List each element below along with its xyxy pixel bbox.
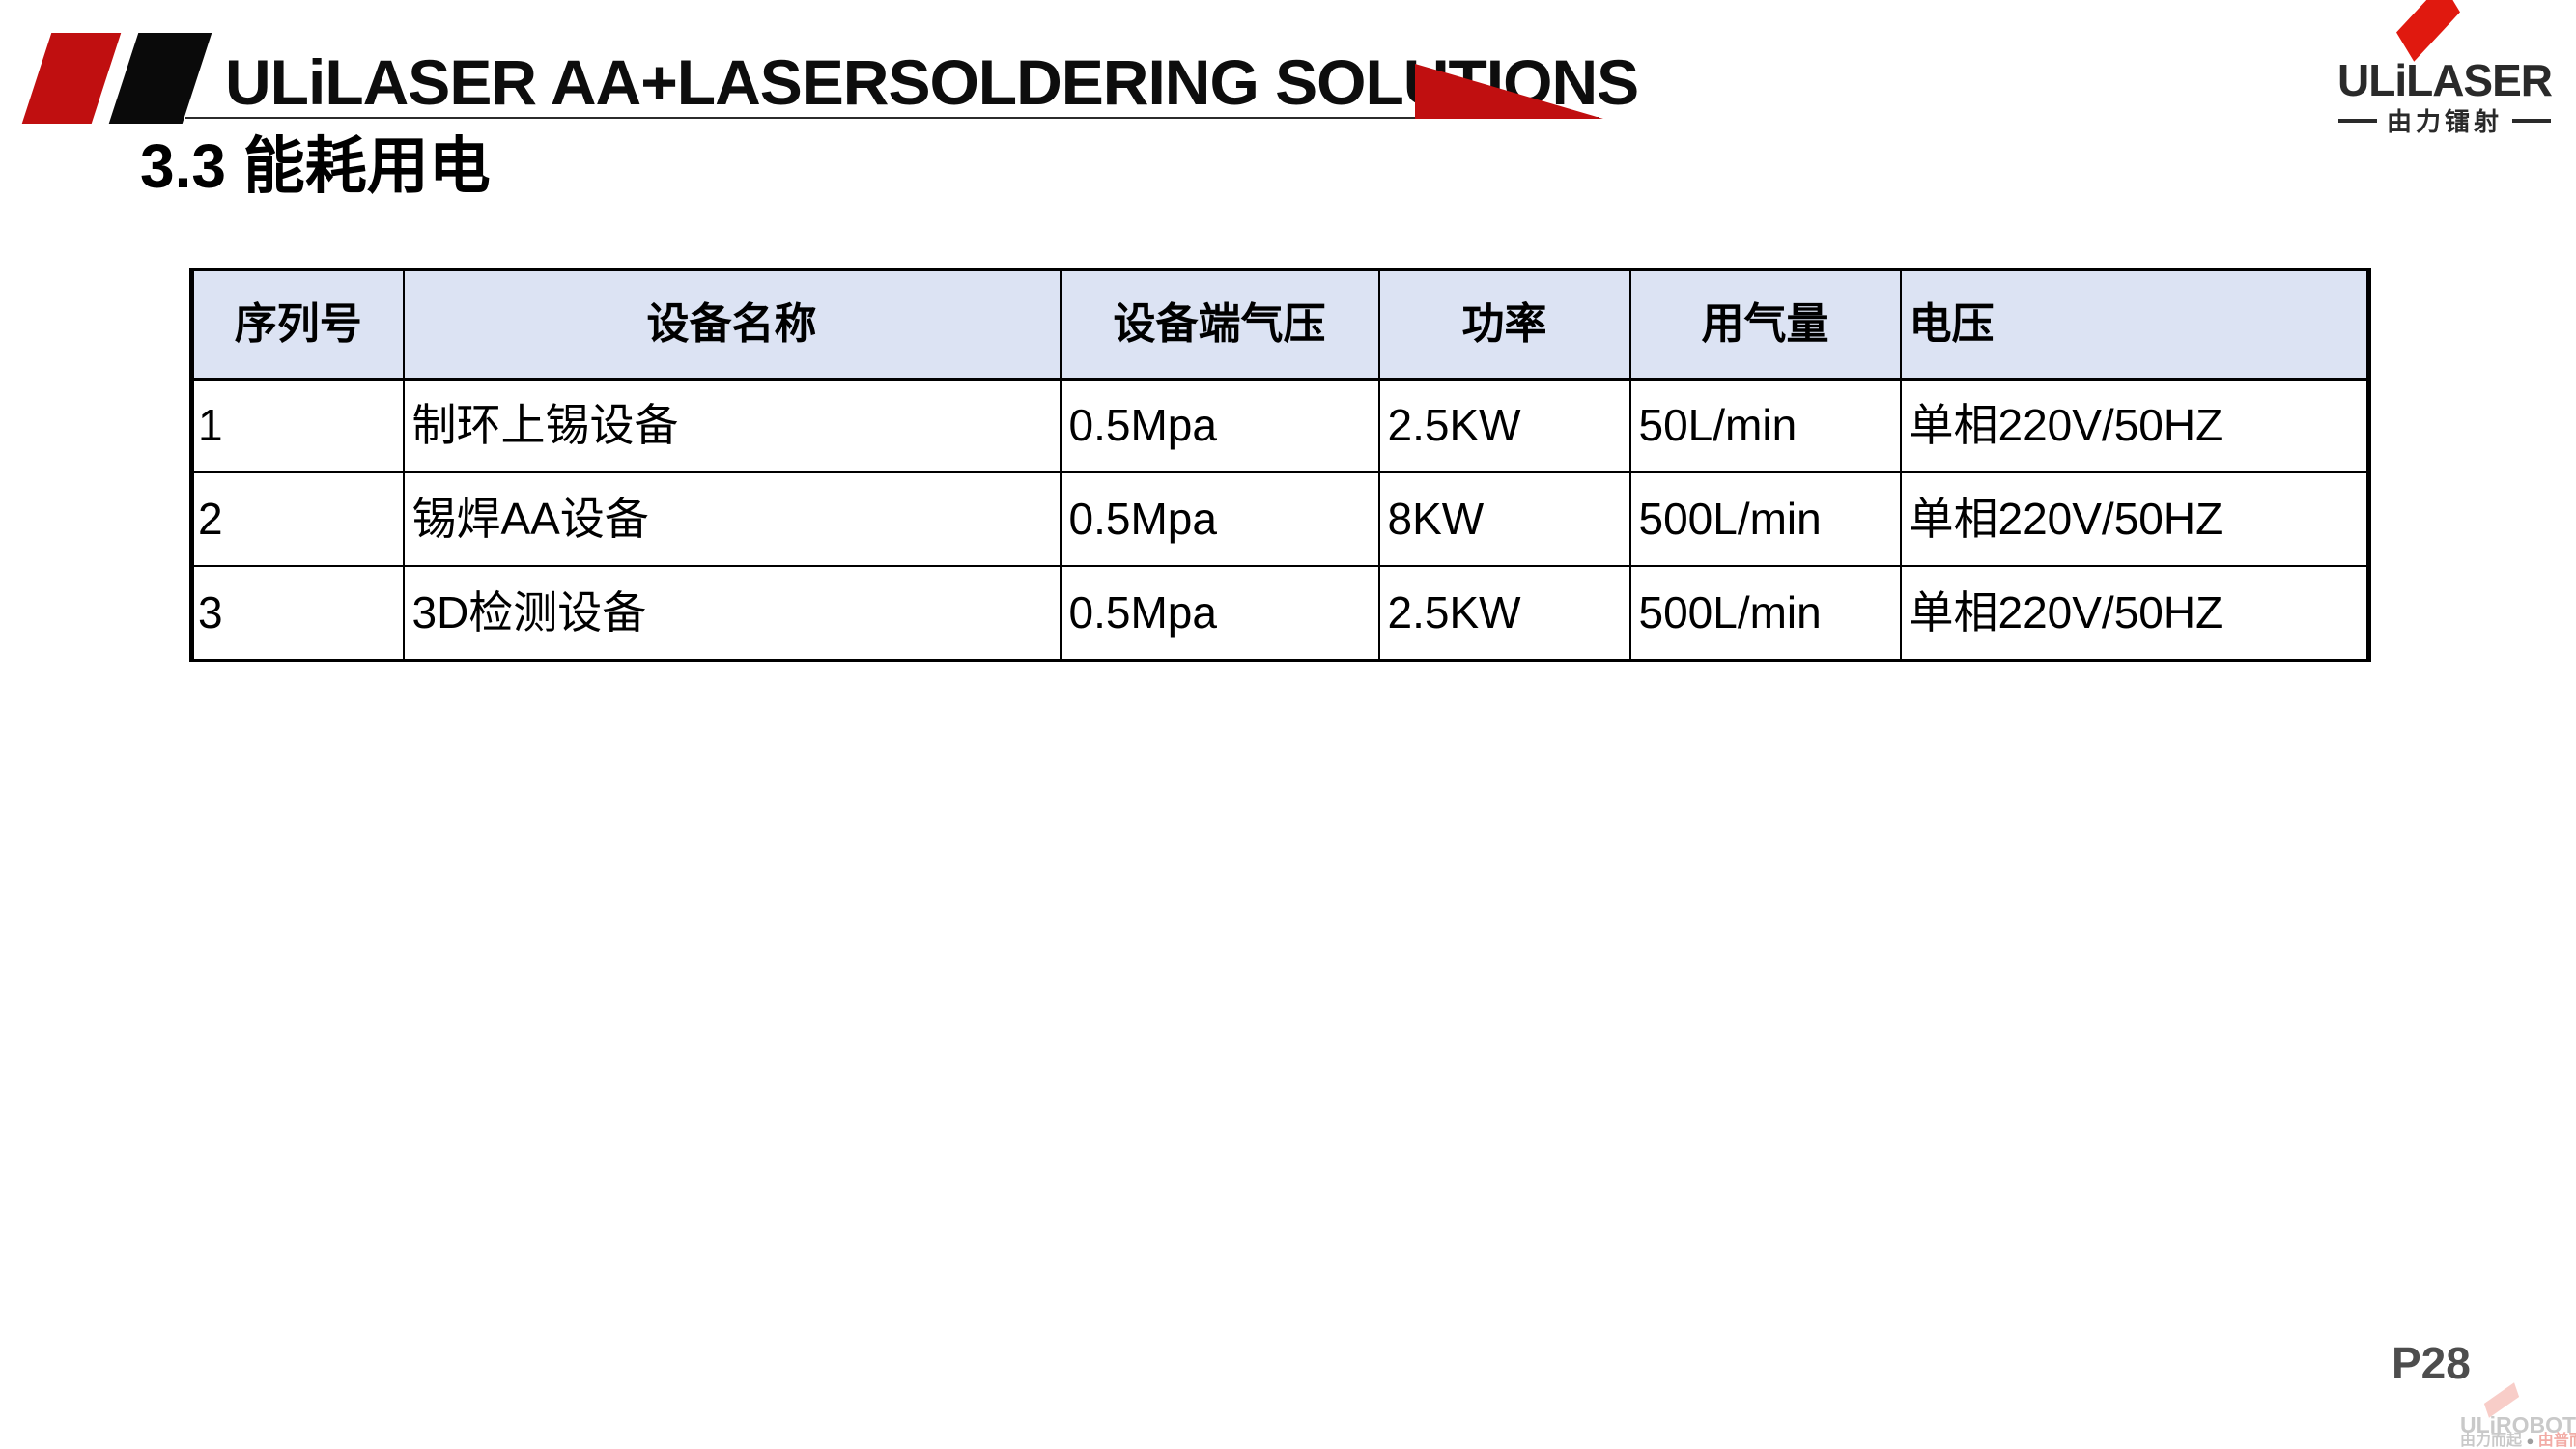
- watermark-tagline: 由力而起 ● 由普而达: [2460, 1434, 2576, 1449]
- logo-parallelogram-red-icon: [21, 33, 122, 124]
- cell-air-usage: 500L/min: [1628, 565, 1902, 661]
- table-row: 1 制环上锡设备 0.5Mpa 2.5KW 50L/min 单相220V/50H…: [190, 378, 2370, 473]
- cell-air-pressure: 0.5Mpa: [1059, 378, 1380, 473]
- brand-subline: 由力镭射: [2313, 102, 2576, 138]
- cell-air-pressure: 0.5Mpa: [1059, 565, 1380, 661]
- spec-table-container: 序列号 设备名称 设备端气压 功率 用气量 电压 1 制环上锡设备 0.5Mpa…: [189, 268, 2371, 662]
- watermark-tagline-right: 由普而达: [2537, 1433, 2576, 1449]
- table-row: 2 锡焊AA设备 0.5Mpa 8KW 500L/min 单相220V/50HZ: [190, 471, 2370, 567]
- cell-device-name: 制环上锡设备: [402, 378, 1062, 473]
- cell-device-name: 3D检测设备: [402, 565, 1062, 661]
- cell-voltage: 单相220V/50HZ: [1899, 471, 2370, 567]
- watermark-brand-name: ULiROBOTS®: [2460, 1412, 2576, 1436]
- brand-name: ULiLASER: [2337, 55, 2553, 105]
- cell-serial: 2: [190, 471, 405, 567]
- cell-air-usage: 500L/min: [1628, 471, 1902, 567]
- cell-air-pressure: 0.5Mpa: [1059, 471, 1380, 567]
- header-cell-voltage: 电压: [1899, 269, 2370, 381]
- watermark-tagline-left: 由力而起: [2460, 1433, 2523, 1449]
- section-title: 3.3 能耗用电: [140, 131, 491, 201]
- header-red-triangle-icon: [1415, 64, 1603, 119]
- page-number: P28: [2392, 1338, 2471, 1388]
- table-header-row: 序列号 设备名称 设备端气压 功率 用气量 电压: [190, 269, 2370, 381]
- header-cell-air-pressure: 设备端气压: [1059, 269, 1380, 381]
- cell-voltage: 单相220V/50HZ: [1899, 378, 2370, 473]
- cell-air-usage: 50L/min: [1628, 378, 1902, 473]
- header-cell-serial: 序列号: [190, 269, 405, 381]
- brand-logo: ULiLASER 由力镭射: [2313, 0, 2576, 138]
- brand-dash-right-icon: [2512, 118, 2551, 123]
- logo-parallelogram-black-icon: [108, 33, 212, 124]
- cell-device-name: 锡焊AA设备: [402, 471, 1062, 567]
- watermark-bullet-icon: ●: [2526, 1434, 2534, 1448]
- brand-dash-left-icon: [2337, 118, 2377, 123]
- brand-subtitle: 由力镭射: [2386, 107, 2503, 136]
- spec-table: 序列号 设备名称 设备端气压 功率 用气量 电压 1 制环上锡设备 0.5Mpa…: [189, 268, 2371, 662]
- table-row: 3 3D检测设备 0.5Mpa 2.5KW 500L/min 单相220V/50…: [190, 565, 2370, 661]
- header-cell-device-name: 设备名称: [402, 269, 1062, 381]
- brand-red-band-icon: [2396, 0, 2460, 62]
- slide-header-title: ULiLASER AA+LASERSOLDERING SOLUTIONS: [225, 46, 1639, 118]
- header-cell-power: 功率: [1377, 269, 1631, 381]
- cell-serial: 1: [190, 378, 405, 473]
- cell-power: 8KW: [1377, 471, 1631, 567]
- cell-power: 2.5KW: [1377, 565, 1631, 661]
- cell-voltage: 单相220V/50HZ: [1899, 565, 2370, 661]
- cell-power: 2.5KW: [1377, 378, 1631, 473]
- watermark-name-text: ULiROBOTS: [2460, 1412, 2576, 1437]
- header-divider-line: [185, 117, 1599, 119]
- header-cell-air-usage: 用气量: [1628, 269, 1902, 381]
- cell-serial: 3: [190, 565, 405, 661]
